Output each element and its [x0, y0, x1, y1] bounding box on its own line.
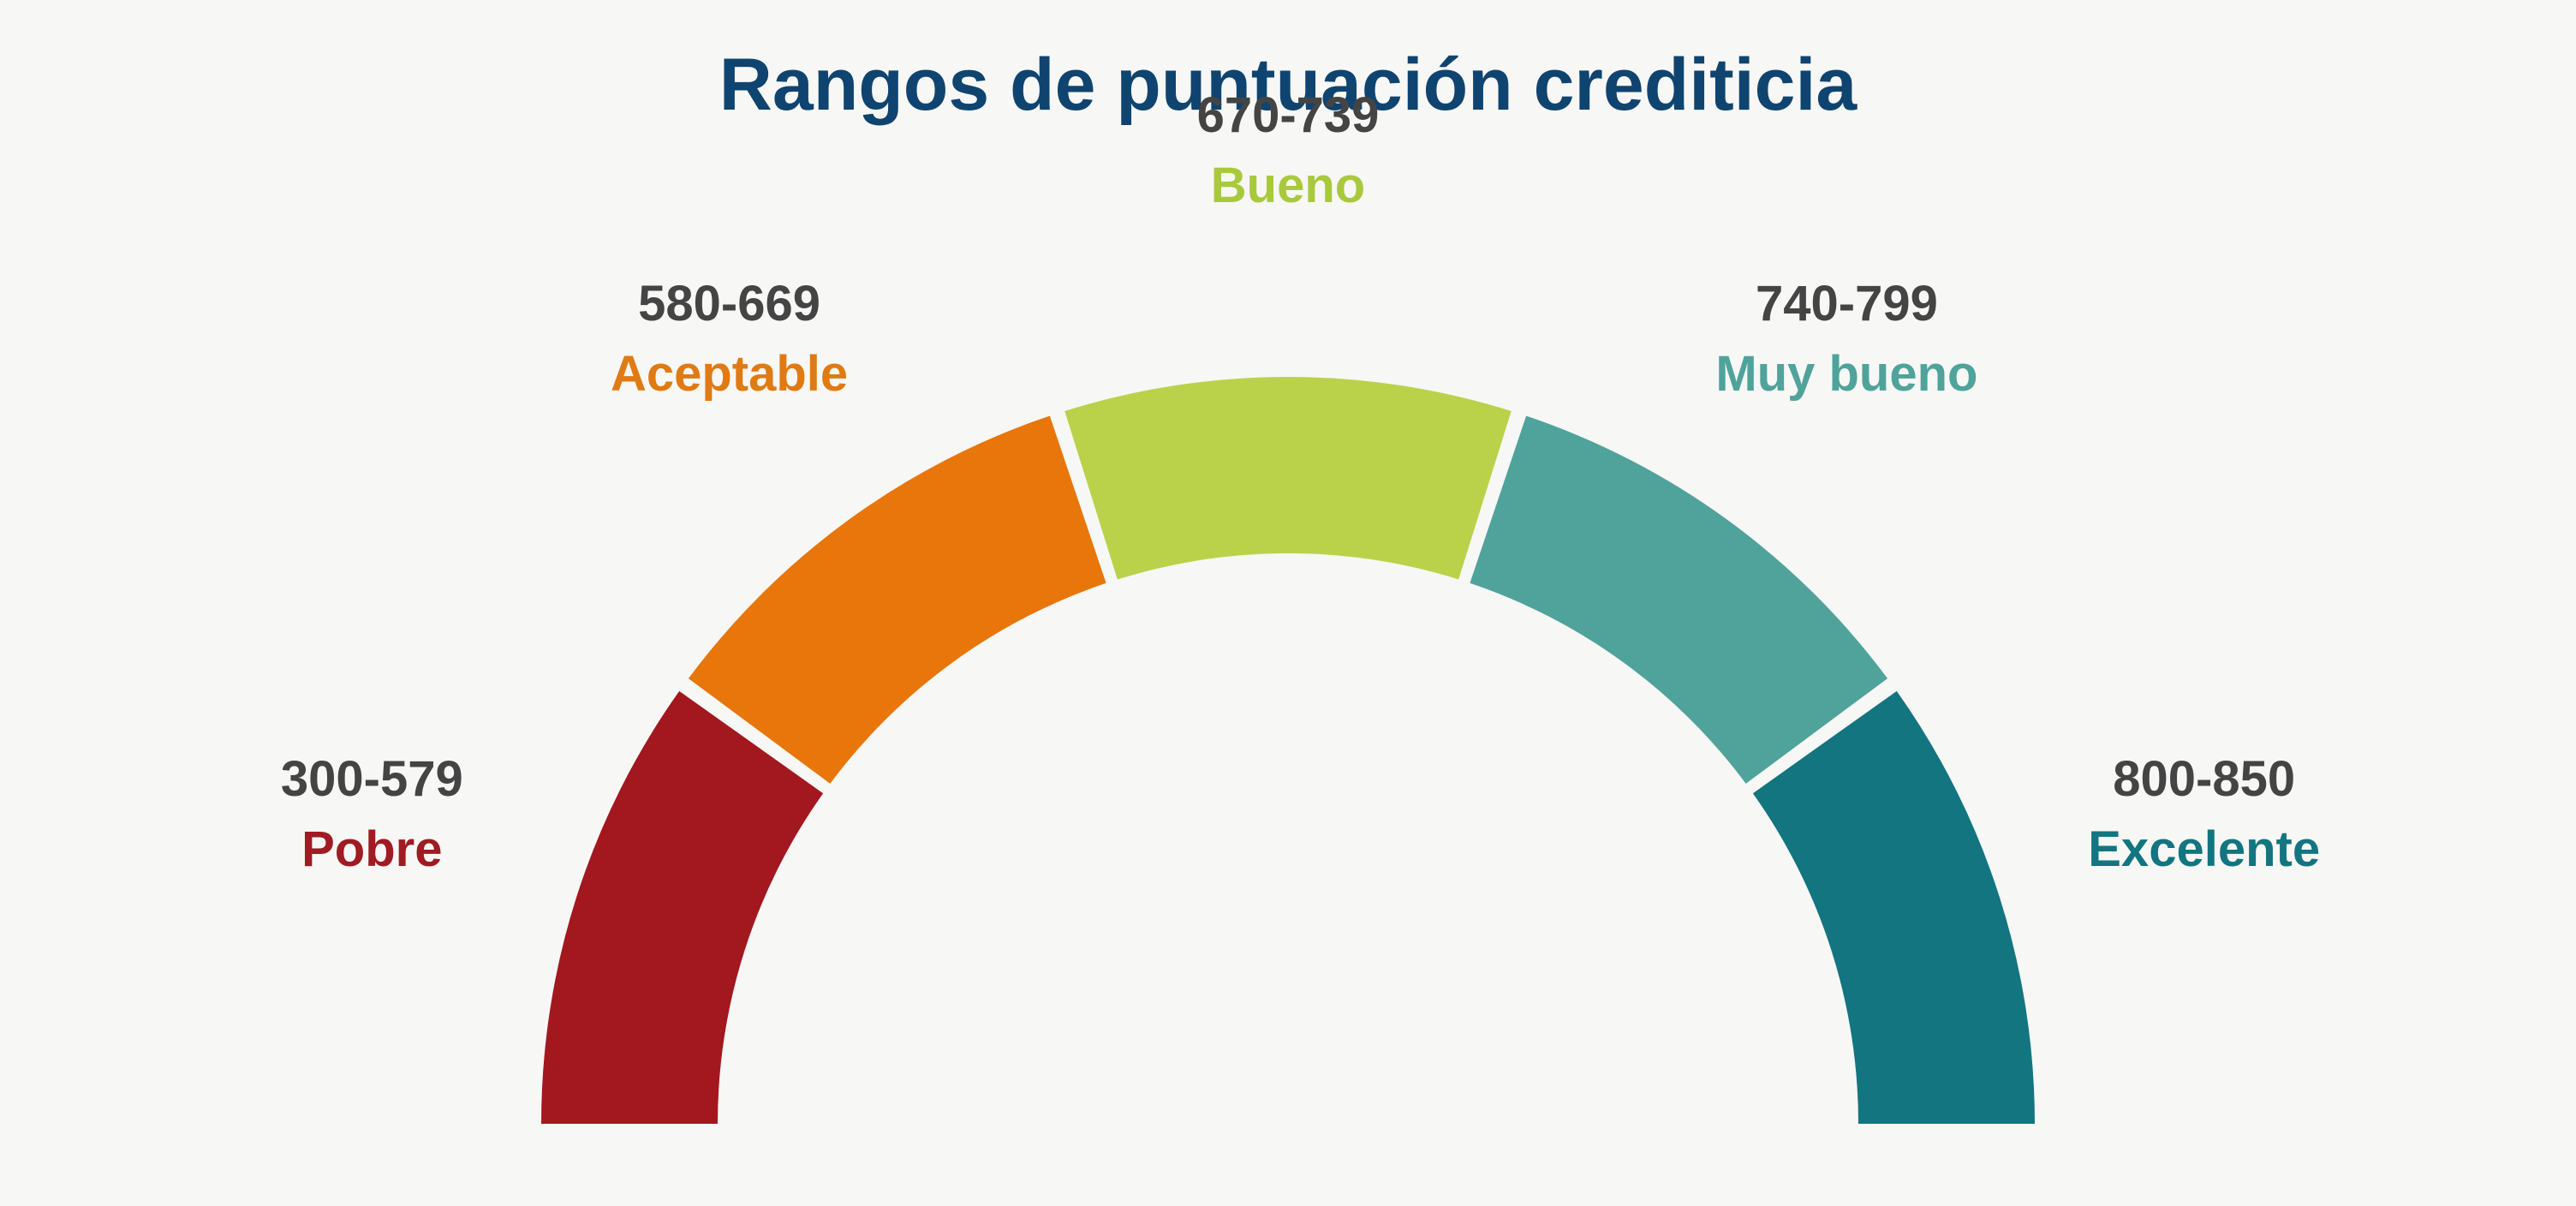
segment-range-label: 740-799: [1756, 276, 1938, 331]
segment-range-label: 580-669: [638, 276, 820, 331]
segment-name-label: Muy bueno: [1715, 346, 1977, 402]
segment-range-label: 670-739: [1197, 87, 1380, 143]
gauge-segment-excelente: [1752, 690, 2035, 1124]
segment-range-label: 300-579: [281, 751, 463, 807]
segment-name-label: Pobre: [301, 821, 442, 877]
gauge-segment-muy-bueno: [1470, 415, 1888, 784]
gauge-segment-bueno: [1064, 377, 1512, 580]
gauge-segments: [541, 377, 2035, 1124]
segment-label: 300-579 Pobre: [281, 751, 463, 877]
gauge-segment-pobre: [541, 690, 824, 1124]
chart-title: Rangos de puntuación crediticia: [719, 44, 1858, 126]
segment-label: 740-799 Muy bueno: [1715, 276, 1977, 402]
segment-label: 670-739 Bueno: [1197, 87, 1380, 213]
segment-label: 580-669 Aceptable: [611, 276, 848, 402]
gauge-segment-aceptable: [688, 415, 1106, 784]
segment-name-label: Bueno: [1211, 158, 1365, 213]
segment-label: 800-850 Excelente: [2088, 751, 2320, 877]
segment-range-label: 800-850: [2113, 751, 2295, 807]
segment-name-label: Aceptable: [611, 346, 848, 402]
segment-labels: 300-579 Pobre 580-669 Aceptable 670-739 Bueno…: [281, 87, 2320, 877]
segment-name-label: Excelente: [2088, 821, 2320, 877]
